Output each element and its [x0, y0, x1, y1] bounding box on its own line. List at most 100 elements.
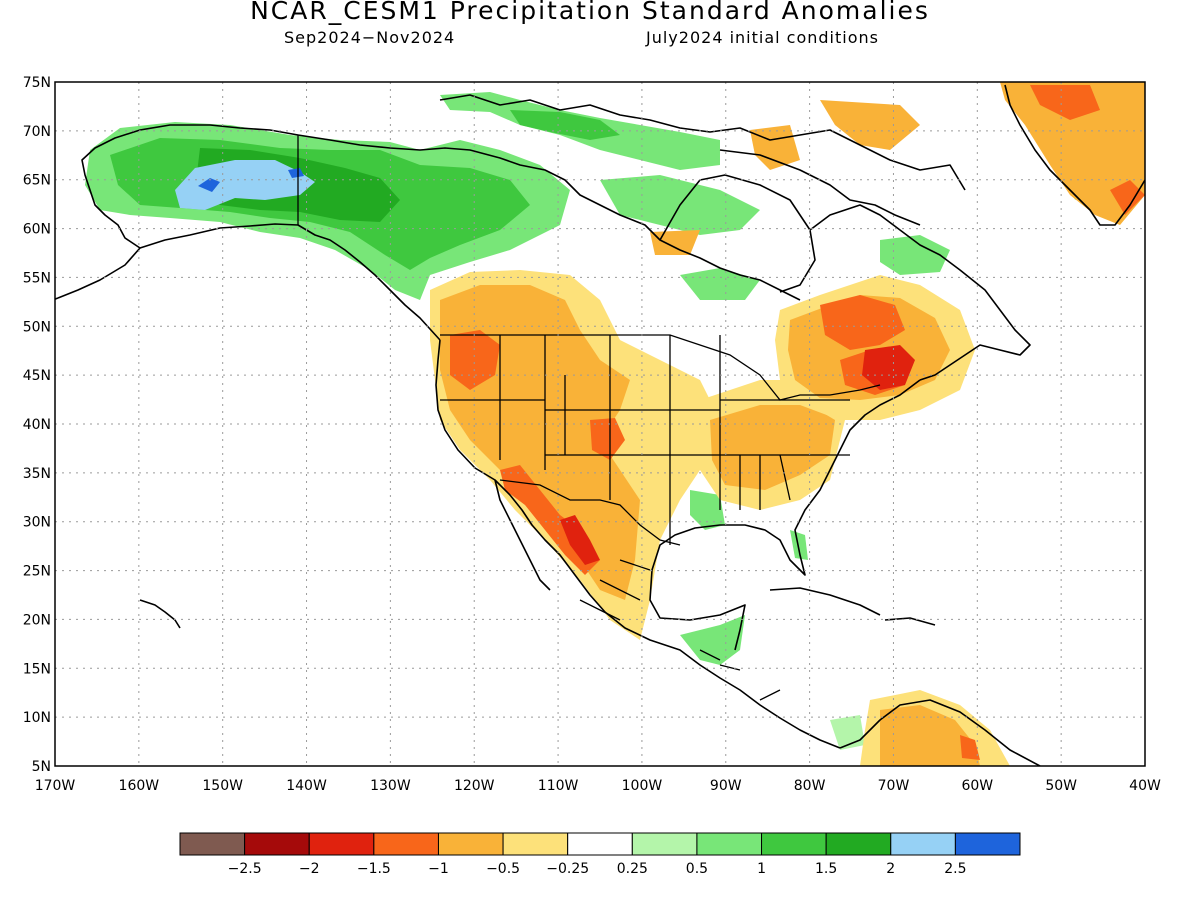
anomaly-southeast-dry-2	[710, 405, 835, 490]
lon-label: 80W	[794, 778, 826, 794]
anomaly-southamerica-dry-2	[880, 705, 980, 766]
coast-arctic-canada	[297, 134, 801, 301]
lat-label: 25N	[23, 564, 51, 580]
lat-label: 70N	[23, 124, 51, 140]
map-grid	[55, 82, 1145, 766]
anomaly-west-dry-4	[590, 418, 625, 460]
lat-label: 15N	[23, 661, 51, 677]
colorbar-swatch	[179, 832, 246, 856]
lat-label: 40N	[23, 417, 51, 433]
anomaly-ontario-wet	[680, 268, 760, 300]
lat-label: 20N	[23, 612, 51, 628]
colorbar-label: −1.5	[357, 861, 391, 877]
lat-label: 75N	[23, 75, 51, 91]
anomaly-greenland-dry-2	[1030, 85, 1100, 120]
colorbar-swatch	[567, 832, 633, 856]
coast-southamerica	[839, 699, 1041, 766]
coast-hawaii	[139, 599, 181, 629]
anomaly-lowermiss-wet	[690, 490, 725, 530]
lon-label: 120W	[454, 778, 495, 794]
colorbar-label: 1.5	[815, 861, 837, 877]
lat-label: 60N	[23, 222, 51, 238]
colorbar-swatch	[825, 832, 892, 856]
colorbar-swatch	[502, 832, 569, 856]
coast-us-west	[435, 339, 841, 749]
map-frame	[54, 81, 1146, 767]
colorbar-label: −0.25	[546, 861, 589, 877]
colorbar-swatch	[631, 832, 698, 856]
lat-label: 55N	[23, 270, 51, 286]
coast-alaska-west	[57, 124, 299, 299]
coastlines	[55, 84, 1145, 766]
map-plot-area	[55, 82, 1145, 766]
coast-greenland	[1004, 84, 1145, 226]
anomaly-alaska-wet-4	[175, 160, 315, 210]
colorbar-label: 0.25	[617, 861, 648, 877]
anomaly-arctic-wet-2	[510, 110, 620, 140]
anomaly-florida-wet	[790, 530, 808, 560]
border-mexico-states	[579, 559, 651, 621]
border-us-states-3	[739, 454, 791, 510]
anomaly-labrador-wet	[880, 235, 950, 275]
border-centralamerica	[699, 649, 781, 701]
border-us-states-1	[499, 335, 721, 545]
anomaly-quebec-dry-3	[820, 295, 905, 350]
colorbar-label: 2	[886, 861, 895, 877]
lon-label: 70W	[878, 778, 910, 794]
colorbar-swatch	[244, 832, 310, 856]
border-us-states-2	[440, 399, 850, 456]
colorbar-labels: −2.5 −2 −1.5 −1 −0.5 −0.25 0.25 0.5 1 1.5 2 2.5	[228, 861, 967, 877]
colorbar-label: −2.5	[228, 861, 262, 877]
colorbar-swatch	[696, 832, 763, 856]
lon-label: 110W	[538, 778, 579, 794]
colorbar-label: 1	[757, 861, 766, 877]
coast-alaska-south	[139, 223, 441, 341]
anomaly-alaska-wet-6	[288, 168, 304, 178]
lon-label: 60W	[961, 778, 993, 794]
lat-label: 5N	[32, 759, 51, 775]
coast-hispaniola	[884, 617, 936, 626]
anomaly-greenland-dry-3	[1110, 180, 1145, 215]
lat-label: 50N	[23, 319, 51, 335]
anomaly-newengland-dry	[862, 345, 915, 390]
colorbar-swatch	[954, 832, 1021, 856]
map-subtitle-period: Sep2024−Nov2024	[284, 28, 456, 47]
anomaly-mexico-dry-2	[560, 515, 600, 565]
coast-hudson-bay	[659, 174, 816, 293]
coast-baja	[494, 479, 551, 591]
lon-label: 100W	[622, 778, 663, 794]
latitude-labels: 75N 70N 65N 60N 55N 50N 45N 40N 35N 30N 25N 20N 15N 1…	[23, 75, 51, 775]
political-borders	[297, 135, 881, 701]
lon-label: 170W	[35, 778, 76, 794]
lon-label: 90W	[710, 778, 742, 794]
border-us-mexico	[499, 479, 681, 546]
anomaly-baffin-dry	[820, 100, 920, 150]
anomaly-alaska-wet-5	[198, 178, 220, 192]
colorbar-label: 0.5	[686, 861, 708, 877]
lat-label: 65N	[23, 173, 51, 189]
border-us-canada	[440, 334, 881, 401]
lon-label: 160W	[119, 778, 160, 794]
lat-label: 10N	[23, 710, 51, 726]
colorbar	[179, 832, 1021, 856]
colorbar-swatch	[761, 832, 827, 856]
colorbar-label: −1	[428, 861, 449, 877]
longitude-labels: 170W 160W 150W 140W 130W 120W 110W 100W 90W 80W 70…	[35, 778, 1161, 794]
colorbar-label: 2.5	[944, 861, 966, 877]
anomaly-centralamerica-wet	[680, 615, 745, 665]
colorbar-label: −2	[299, 861, 320, 877]
lon-label: 150W	[202, 778, 243, 794]
lat-label: 30N	[23, 515, 51, 531]
lon-label: 50W	[1045, 778, 1077, 794]
lat-label: 45N	[23, 368, 51, 384]
colorbar-swatch	[890, 832, 956, 856]
colorbar-swatch	[308, 832, 375, 856]
anomaly-southamerica-dry-3	[960, 735, 980, 760]
map-title: NCAR_CESM1 Precipitation Standard Anomal…	[250, 0, 930, 25]
coast-cuba	[769, 587, 881, 616]
colorbar-label: −0.5	[486, 861, 520, 877]
anomaly-shading	[85, 82, 1145, 766]
colorbar-swatch	[437, 832, 504, 856]
anomaly-greenland-dry-1	[1000, 82, 1145, 225]
